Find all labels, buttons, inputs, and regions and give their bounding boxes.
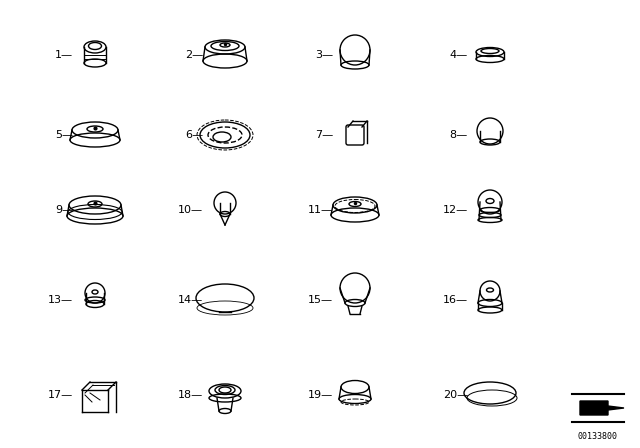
- Text: 7—: 7—: [315, 130, 333, 140]
- Text: 17—: 17—: [48, 390, 73, 400]
- Text: 8—: 8—: [450, 130, 468, 140]
- Text: 16—: 16—: [443, 295, 468, 305]
- Text: 19—: 19—: [308, 390, 333, 400]
- Text: 2—: 2—: [185, 50, 203, 60]
- Text: 14—: 14—: [178, 295, 203, 305]
- Text: 6—: 6—: [185, 130, 203, 140]
- Polygon shape: [580, 401, 624, 415]
- Text: 18—: 18—: [178, 390, 203, 400]
- Text: 5—: 5—: [55, 130, 73, 140]
- Text: 3—: 3—: [315, 50, 333, 60]
- Text: 13—: 13—: [48, 295, 73, 305]
- Text: 00133800: 00133800: [578, 432, 618, 441]
- Text: 9—: 9—: [55, 205, 73, 215]
- Text: 20—: 20—: [443, 390, 468, 400]
- Text: 11—: 11—: [308, 205, 333, 215]
- Text: 12—: 12—: [443, 205, 468, 215]
- Text: 10—: 10—: [178, 205, 203, 215]
- Text: 1—: 1—: [55, 50, 73, 60]
- Text: 4—: 4—: [450, 50, 468, 60]
- Text: 15—: 15—: [308, 295, 333, 305]
